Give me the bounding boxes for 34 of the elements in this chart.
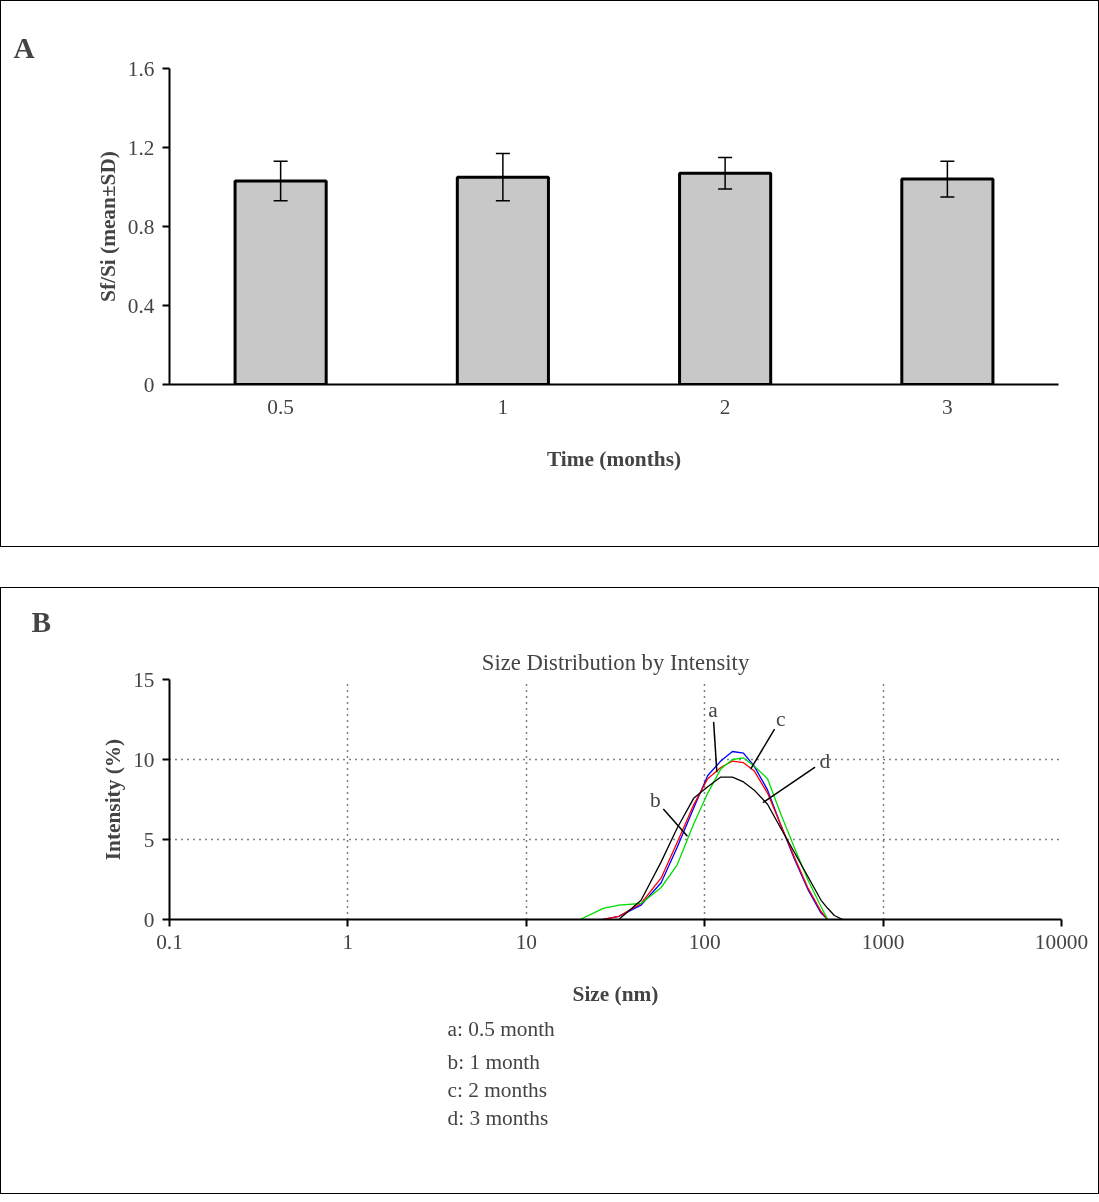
annotation: b — [650, 788, 661, 813]
x-tick-label: 1 — [342, 929, 354, 954]
y-tick-label: 0.4 — [127, 293, 155, 318]
y-tick-label: 5 — [143, 827, 155, 852]
x-axis-title: Size (nm) — [572, 981, 659, 1006]
x-tick-label: 10000 — [1034, 929, 1089, 954]
x-tick-label: 0.5 — [267, 394, 294, 419]
annotation: d — [819, 748, 831, 773]
x-tick-label: 100 — [688, 929, 721, 954]
chart-title: Size Distribution by Intensity — [481, 649, 750, 675]
x-tick-label: 0.1 — [156, 929, 183, 954]
y-axis-title: Sf/Si (mean±SD) — [95, 151, 120, 302]
annotation: a — [708, 698, 719, 723]
y-tick-label: 0 — [143, 372, 155, 397]
x-tick-label: 2 — [719, 394, 731, 419]
text: A — [13, 31, 35, 64]
x-tick-label: 3 — [942, 394, 953, 419]
y-tick-label: 1.6 — [127, 56, 155, 81]
y-tick-label: 0.8 — [127, 214, 155, 239]
x-axis-title: Time (months) — [546, 446, 682, 471]
text: B — [31, 605, 52, 638]
text: c: 2 months — [447, 1077, 548, 1102]
x-tick-label: 1 — [497, 394, 509, 419]
y-axis-title: Intensity (%) — [101, 738, 126, 861]
text: b: 1 month — [447, 1049, 541, 1074]
annotation: c — [775, 707, 786, 732]
y-tick-label: 10 — [133, 747, 155, 772]
y-tick-label: 15 — [133, 667, 155, 692]
y-tick-label: 1.2 — [127, 135, 155, 160]
text: d: 3 months — [447, 1105, 549, 1130]
x-tick-label: 1000 — [861, 929, 905, 954]
text: a: 0.5 month — [447, 1016, 556, 1041]
x-tick-label: 10 — [515, 929, 537, 954]
y-tick-label: 0 — [143, 907, 155, 932]
